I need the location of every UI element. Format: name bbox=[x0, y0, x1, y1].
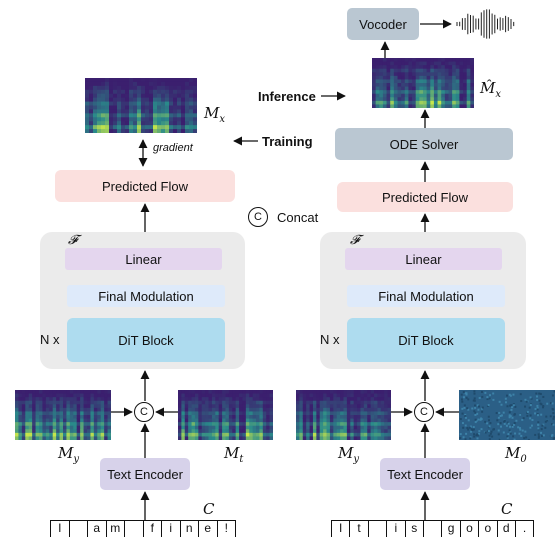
token-cell bbox=[68, 521, 88, 537]
f-symbol-left: 𝓕 bbox=[68, 233, 78, 248]
token-cell: e bbox=[198, 521, 217, 537]
dit-block-right: DiT Block bbox=[347, 318, 505, 362]
mel-spectrogram-mt bbox=[178, 390, 273, 440]
concat-legend-label: Concat bbox=[277, 210, 319, 225]
dit-block-left: DiT Block bbox=[67, 318, 225, 362]
ode-solver-box: ODE Solver bbox=[335, 128, 513, 160]
linear-left: Linear bbox=[65, 248, 222, 270]
mel-spectrogram-my-right bbox=[296, 390, 391, 440]
f-symbol-right: 𝓕 bbox=[350, 233, 360, 248]
gradient-label: gradient bbox=[153, 142, 193, 154]
noise-m0 bbox=[459, 390, 555, 440]
mel-spectrogram-mx-hat bbox=[372, 58, 474, 108]
training-label: Training bbox=[262, 134, 313, 149]
text-encoder-left: Text Encoder bbox=[100, 458, 190, 490]
token-cell: . bbox=[514, 521, 535, 537]
token-cell: m bbox=[105, 521, 125, 537]
linear-right: Linear bbox=[345, 248, 502, 270]
inference-label: Inference bbox=[258, 89, 316, 104]
token-cell: I bbox=[50, 521, 69, 537]
m0-label: M0 bbox=[505, 444, 527, 465]
my-label-right: My bbox=[338, 444, 360, 465]
repeat-label-left: N x bbox=[40, 332, 60, 347]
token-cell: n bbox=[179, 521, 199, 537]
token-cell bbox=[367, 521, 386, 537]
predicted-flow-left: Predicted Flow bbox=[55, 170, 235, 202]
token-cell: a bbox=[87, 521, 106, 537]
token-cell: g bbox=[441, 521, 459, 537]
concat-circle-left: C bbox=[134, 402, 154, 422]
predicted-flow-right: Predicted Flow bbox=[337, 182, 513, 212]
concat-circle-right: C bbox=[414, 402, 434, 422]
mt-label: Mt bbox=[224, 444, 244, 465]
text-encoder-right: Text Encoder bbox=[380, 458, 470, 490]
token-cell: i bbox=[161, 521, 180, 537]
waveform-icon bbox=[456, 9, 515, 39]
token-cell: I bbox=[331, 521, 349, 537]
c-label-right: C bbox=[501, 500, 513, 518]
token-cell: d bbox=[496, 521, 515, 537]
mx-hat-label: M̂x bbox=[480, 79, 501, 100]
vocoder-box: Vocoder bbox=[347, 8, 419, 40]
token-cell: f bbox=[142, 521, 162, 537]
token-cell bbox=[422, 521, 441, 537]
final-modulation-left: Final Modulation bbox=[67, 285, 225, 307]
my-label-left: My bbox=[58, 444, 80, 465]
c-label-left: C bbox=[203, 500, 215, 518]
final-modulation-right: Final Modulation bbox=[347, 285, 505, 307]
token-cell: s bbox=[404, 521, 423, 537]
token-cell: i bbox=[386, 521, 404, 537]
mel-spectrogram-my-left bbox=[15, 390, 111, 440]
token-cell: o bbox=[478, 521, 496, 537]
mel-spectrogram-mx bbox=[85, 78, 197, 133]
token-cell: ! bbox=[216, 521, 236, 537]
token-cell bbox=[124, 521, 143, 537]
repeat-label-right: N x bbox=[320, 332, 340, 347]
token-cell: t bbox=[349, 521, 367, 537]
concat-legend-circle: C bbox=[248, 207, 268, 227]
mx-label: Mx bbox=[204, 104, 225, 125]
token-cell: o bbox=[459, 521, 478, 537]
